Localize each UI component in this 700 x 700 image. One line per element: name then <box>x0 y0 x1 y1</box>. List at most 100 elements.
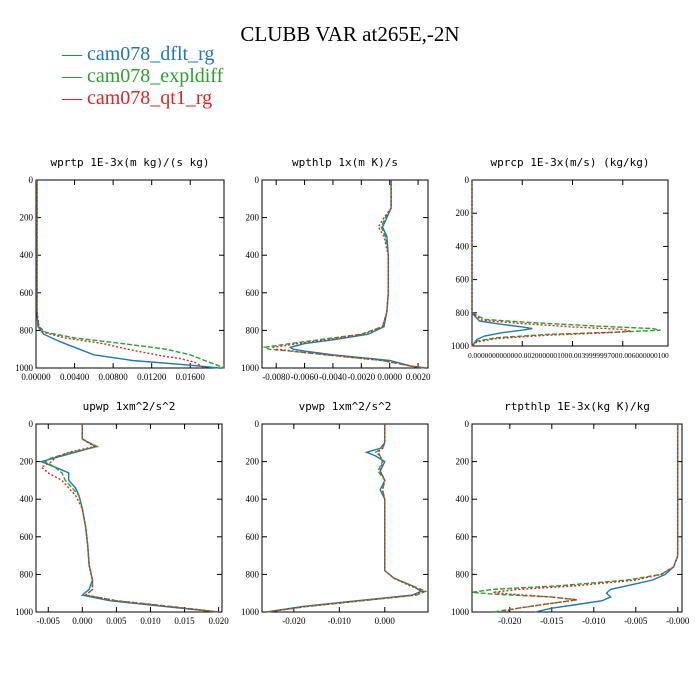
panel-4-ytick-label-6: 1000 <box>15 607 34 617</box>
panel-6-xtick-label-3: -0.010 <box>582 616 606 626</box>
panel-4-ytick-label-5: 800 <box>20 569 34 579</box>
panel-3-xtick-label-1: 0.000000000000 <box>468 351 518 360</box>
panel-6-title: rtpthlp 1E-3x(kg K)/kg <box>504 400 650 413</box>
panel-3-xtick-label-4: 0.006000000100 <box>619 351 669 360</box>
panel-2-series-3-line <box>271 180 426 369</box>
panel-2-xtick-label-5: 0.0000 <box>377 372 402 382</box>
panel-6-ytick-label-1: 0 <box>465 419 470 429</box>
panel-3-ytick-label-3: 400 <box>456 241 470 251</box>
panel-5-ytick-label-3: 400 <box>246 494 260 504</box>
panel-1-xtick-label-4: 0.01200 <box>137 372 167 382</box>
panel-5-series-2-line <box>266 424 428 613</box>
panel-1-frame <box>35 179 225 369</box>
panel-4-title: upwp 1xm^2/s^2 <box>83 400 176 413</box>
panel-4-frame <box>35 423 223 613</box>
panel-5-xtick-label-1: -0.020 <box>282 616 306 626</box>
panel-4-series-2-line <box>43 424 219 613</box>
panel-6-xtick-label-1: -0.020 <box>498 616 522 626</box>
panel-1-xtick-label-1: 0.00000 <box>21 372 51 382</box>
panel-6-frame <box>471 423 683 613</box>
panel-1-series-1-line <box>36 180 220 369</box>
panel-1-title: wprtp 1E-3x(m kg)/(s kg) <box>51 156 210 169</box>
panel-2-xtick-label-3: -0.0040 <box>319 372 347 382</box>
panel-4-xtick-label-1: -0.005 <box>37 616 61 626</box>
panel-1-ytick-label-4: 600 <box>20 288 34 298</box>
panel-4-ytick-label-2: 200 <box>20 457 34 467</box>
panel-3-series-2-line <box>471 180 661 347</box>
panel-3-ytick-label-1: 0 <box>465 175 470 185</box>
panel-6-series-2-line <box>471 424 679 613</box>
panel-5-ytick-label-4: 600 <box>246 532 260 542</box>
panel-4-xtick-label-5: 0.015 <box>174 616 195 626</box>
panel-5-series-3-line <box>266 424 426 613</box>
panel-1-ytick-label-1: 0 <box>29 175 34 185</box>
legend-label-1: cam078_dflt_rg <box>87 43 215 65</box>
legend-entry-2: — cam078_expldiff <box>62 65 223 87</box>
panel-1-xtick-label-2: 0.00400 <box>60 372 90 382</box>
panel-6-ytick-label-5: 800 <box>456 569 470 579</box>
legend-entry-3: — cam078_qt1_rg <box>62 87 223 109</box>
legend-label-3: cam078_qt1_rg <box>87 87 213 109</box>
panel-2-xtick-label-2: -0.0060 <box>291 372 319 382</box>
panel-6-xtick-label-4: -0.005 <box>624 616 648 626</box>
panel-3-ytick-label-4: 600 <box>456 275 470 285</box>
panel-5-ytick-label-5: 800 <box>246 569 260 579</box>
panel-2-ytick-label-5: 800 <box>246 325 260 335</box>
panel-2-ytick-label-4: 600 <box>246 288 260 298</box>
panel-2-xtick-label-1: -0.0080 <box>262 372 290 382</box>
panel-5-xtick-label-2: -0.010 <box>328 616 352 626</box>
panel-6-xtick-label-2: -0.015 <box>540 616 564 626</box>
panel-6-ytick-label-4: 600 <box>456 532 470 542</box>
panel-2-ytick-label-2: 200 <box>246 213 260 223</box>
panel-3-ytick-label-5: 800 <box>456 308 470 318</box>
panel-1-ytick-label-2: 200 <box>20 213 34 223</box>
panel-6-series-3-line <box>492 424 679 613</box>
panel-1-series-2-line <box>36 180 225 369</box>
panel-5-xtick-label-3: 0.000 <box>375 616 396 626</box>
panel-4-ytick-label-4: 600 <box>20 532 34 542</box>
panel-3-xtick-label-2: 0.002000000100 <box>518 351 568 360</box>
panel-6-series-1-line <box>534 424 679 613</box>
panel-1-xtick-label-5: 0.01600 <box>176 372 206 382</box>
panel-2-ytick-label-1: 0 <box>255 175 260 185</box>
legend-swatch-2: — <box>62 65 87 87</box>
legend-label-2: cam078_expldiff <box>87 65 224 87</box>
panel-3-ytick-label-6: 1000 <box>451 341 470 351</box>
panel-3-xtick-label-3: 0.003999999700 <box>569 351 619 360</box>
panel-3-series-3-line <box>471 180 631 347</box>
panel-4-xtick-label-2: 0.000 <box>72 616 93 626</box>
panel-2-title: wpthlp 1x(m K)/s <box>292 156 398 169</box>
panel-3-title: wprcp 1E-3x(m/s) (kg/kg) <box>491 156 650 169</box>
panel-4-xtick-label-6: 0.020 <box>208 616 229 626</box>
panel-5-title: vpwp 1xm^2/s^2 <box>299 400 392 413</box>
panel-4-xtick-label-4: 0.010 <box>140 616 161 626</box>
panel-1-ytick-label-3: 400 <box>20 250 34 260</box>
panel-4-ytick-label-1: 0 <box>29 419 34 429</box>
panel-2-series-2-line <box>262 180 426 369</box>
panel-2-xtick-label-6: 0.0020 <box>406 372 431 382</box>
panel-2-ytick-label-6: 1000 <box>241 363 260 373</box>
panel-5-ytick-label-2: 200 <box>246 457 260 467</box>
legend: — cam078_dflt_rg — cam078_expldiff — cam… <box>62 43 223 109</box>
panel-5-ytick-label-6: 1000 <box>241 607 260 617</box>
legend-entry-1: — cam078_dflt_rg <box>62 43 223 65</box>
panel-1-series-3-line <box>36 180 206 369</box>
panel-4-ytick-label-3: 400 <box>20 494 34 504</box>
panel-2-ytick-label-3: 400 <box>246 250 260 260</box>
panel-6-xtick-label-5: -0.000 <box>666 616 690 626</box>
panel-2-xtick-label-4: -0.0020 <box>347 372 375 382</box>
legend-swatch-3: — <box>62 87 87 109</box>
panel-5-series-1-line <box>266 424 423 613</box>
panel-2-frame <box>261 179 429 369</box>
legend-swatch-1: — <box>62 43 87 65</box>
panel-1-xtick-label-3: 0.00800 <box>99 372 129 382</box>
panel-6-ytick-label-3: 400 <box>456 494 470 504</box>
panel-1-ytick-label-5: 800 <box>20 325 34 335</box>
panel-1-ytick-label-6: 1000 <box>15 363 34 373</box>
panel-6-ytick-label-2: 200 <box>456 457 470 467</box>
panel-4-series-3-line <box>40 424 219 613</box>
figure-title: CLUBB VAR at265E,-2N <box>240 22 460 46</box>
panel-5-frame <box>261 423 429 613</box>
panel-2-series-1-line <box>288 180 426 369</box>
